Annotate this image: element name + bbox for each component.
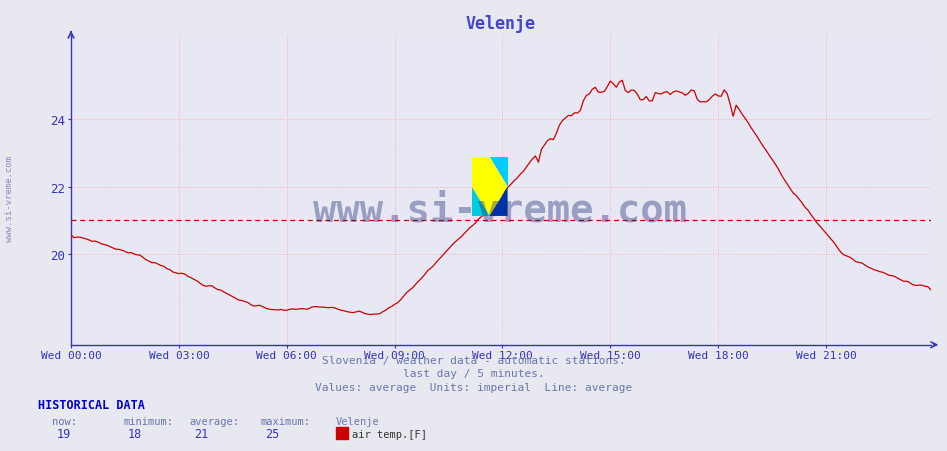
Polygon shape [472,187,490,216]
Text: HISTORICAL DATA: HISTORICAL DATA [38,398,145,411]
Text: www.si-vreme.com: www.si-vreme.com [5,156,14,241]
Text: Values: average  Units: imperial  Line: average: Values: average Units: imperial Line: av… [314,382,633,392]
Text: www.si-vreme.com: www.si-vreme.com [313,191,687,229]
Text: air temp.[F]: air temp.[F] [352,429,427,439]
Text: 19: 19 [57,428,71,441]
Polygon shape [490,158,508,187]
Text: maximum:: maximum: [260,416,311,426]
Text: 25: 25 [265,428,279,441]
Text: 18: 18 [128,428,142,441]
Text: now:: now: [52,416,77,426]
Text: last day / 5 minutes.: last day / 5 minutes. [402,368,545,378]
Text: 21: 21 [194,428,208,441]
Text: average:: average: [189,416,240,426]
Text: minimum:: minimum: [123,416,173,426]
Text: Velenje: Velenje [336,416,380,426]
Polygon shape [472,158,508,216]
Text: Slovenia / weather data - automatic stations.: Slovenia / weather data - automatic stat… [322,355,625,365]
Polygon shape [490,187,508,216]
Title: Velenje: Velenje [466,15,536,33]
